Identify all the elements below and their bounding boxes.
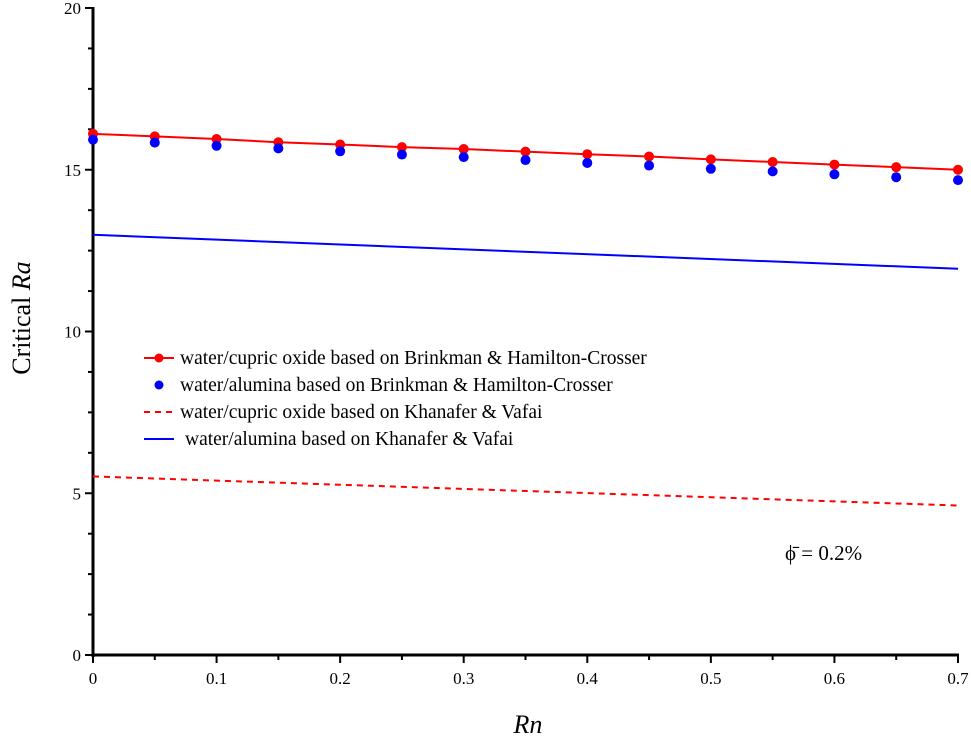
axes: 0 0.1 0.2 0.3 0.4 0.5 0.6 0.7 0 5 10 15 20 [64, 0, 969, 688]
y-axis-title: Critical Ra [7, 261, 36, 374]
series-2 [92, 475, 959, 507]
series-layer [88, 128, 963, 507]
data-point [520, 155, 531, 166]
data-point [273, 143, 284, 154]
data-point [705, 163, 716, 174]
x-tick-label: 0.5 [700, 669, 721, 688]
data-point [705, 154, 716, 165]
data-point [767, 166, 778, 177]
legend-swatch-marker [154, 380, 164, 390]
phi-annotation: ϕ̄ = 0.2% [785, 541, 862, 565]
data-point [644, 160, 655, 171]
y-tick-label: 10 [64, 323, 81, 342]
data-point [582, 149, 593, 160]
data-point [953, 175, 963, 186]
data-point [829, 159, 840, 170]
x-tick-label: 0.6 [824, 669, 845, 688]
y-tick-label: 5 [73, 484, 82, 503]
series-3 [92, 233, 959, 270]
legend-item: water/cupric oxide based on Brinkman & H… [144, 348, 647, 369]
series-line [92, 475, 959, 507]
y-tick-label: 0 [73, 646, 82, 665]
data-point [582, 157, 593, 168]
series-0 [88, 128, 963, 175]
y-tick-label: 15 [64, 161, 81, 180]
data-point [520, 146, 531, 157]
legend-label: water/alumina based on Khanafer & Vafai [185, 429, 514, 450]
data-point [458, 144, 469, 155]
y-tick-label: 20 [64, 0, 81, 18]
data-point [396, 149, 407, 160]
data-point [88, 134, 98, 145]
legend: water/cupric oxide based on Brinkman & H… [144, 348, 647, 450]
legend-swatch-marker [154, 353, 164, 363]
x-axis-title: Rn [513, 710, 543, 737]
y-axis-title-italic: Ra [7, 261, 36, 291]
data-point [829, 169, 840, 180]
data-point [396, 142, 407, 153]
x-tick-label: 0.3 [453, 669, 474, 688]
data-point [767, 156, 778, 167]
legend-label: water/cupric oxide based on Khanafer & V… [180, 402, 543, 423]
x-tick-label: 0.2 [330, 669, 351, 688]
data-point [644, 151, 655, 162]
data-point [335, 146, 346, 157]
series-line [92, 233, 959, 270]
data-point [211, 140, 222, 151]
x-tick-label: 0.7 [947, 669, 969, 688]
data-point [458, 152, 469, 163]
x-tick-label: 0.1 [206, 669, 227, 688]
legend-item: water/alumina based on Brinkman & Hamilt… [154, 375, 613, 396]
series-1 [88, 134, 963, 186]
data-point [891, 162, 902, 173]
data-point [149, 137, 160, 148]
data-point [891, 172, 902, 183]
data-point [953, 164, 963, 175]
legend-item: water/alumina based on Khanafer & Vafai [144, 429, 514, 450]
legend-label: water/cupric oxide based on Brinkman & H… [180, 348, 647, 369]
legend-label: water/alumina based on Brinkman & Hamilt… [180, 375, 613, 396]
y-axis-title-prefix: Critical [7, 290, 36, 374]
x-tick-label: 0.4 [577, 669, 599, 688]
x-tick-label: 0 [89, 669, 98, 688]
legend-item: water/cupric oxide based on Khanafer & V… [144, 402, 543, 423]
